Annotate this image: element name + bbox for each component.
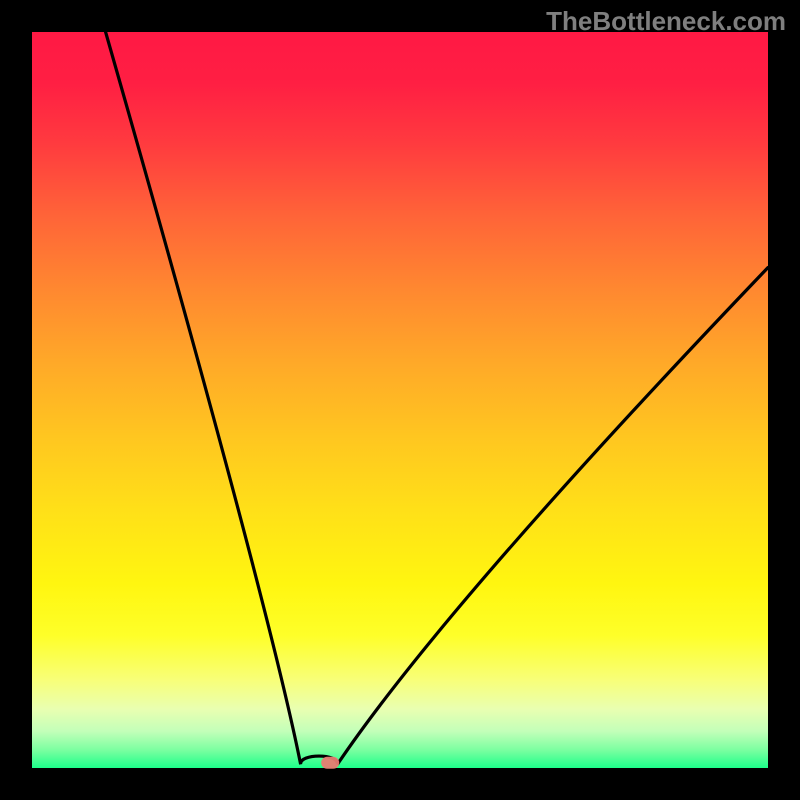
bottleneck-curve <box>106 32 768 764</box>
plot-area <box>32 32 768 768</box>
watermark-text: TheBottleneck.com <box>546 6 786 37</box>
bottleneck-curve-svg <box>32 32 768 768</box>
optimum-marker <box>321 757 339 770</box>
